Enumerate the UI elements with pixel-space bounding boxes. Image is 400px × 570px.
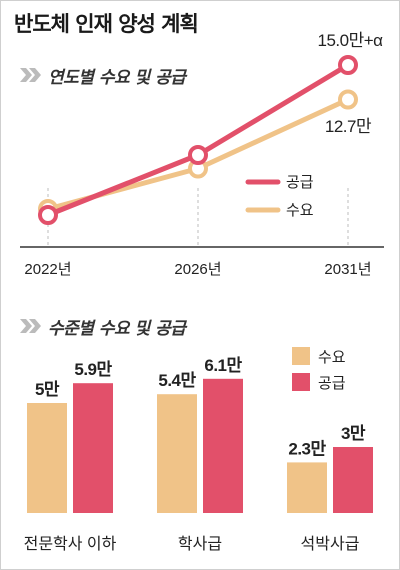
bar-demand bbox=[27, 403, 67, 513]
legend-label: 공급 bbox=[286, 174, 314, 191]
bar-supply bbox=[203, 378, 243, 513]
demand-end-label: 12.7만 bbox=[325, 117, 372, 136]
bar-value-label: 5.9만 bbox=[74, 360, 112, 379]
data-point-demand bbox=[338, 89, 358, 110]
data-point-supply bbox=[38, 205, 58, 225]
x-tick-label: 2022년 bbox=[24, 261, 71, 278]
bar-value-label: 5만 bbox=[35, 380, 60, 399]
legend-swatch bbox=[292, 347, 310, 365]
bar-demand bbox=[157, 394, 197, 513]
category-label: 학사급 bbox=[178, 535, 222, 553]
section-title-level: 수준별 수요 및 공급 bbox=[48, 319, 186, 339]
data-point-supply bbox=[338, 55, 358, 75]
data-point-supply bbox=[188, 145, 208, 165]
bar-value-label: 2.3만 bbox=[288, 439, 326, 458]
x-tick-label: 2026년 bbox=[174, 261, 221, 278]
category-label: 전문학사 이하 bbox=[24, 535, 117, 553]
legend-swatch bbox=[292, 373, 310, 391]
bar-demand bbox=[287, 462, 327, 513]
bar-value-label: 5.4만 bbox=[158, 371, 196, 390]
main-title: 반도체 인재 양성 계획 bbox=[14, 12, 199, 36]
category-label: 석박사급 bbox=[301, 535, 360, 553]
supply-end-label: 15.0만+α bbox=[318, 31, 384, 50]
bar-value-label: 3만 bbox=[341, 424, 366, 443]
legend-label: 수요 bbox=[286, 202, 314, 219]
bar-value-label: 6.1만 bbox=[204, 356, 242, 375]
section-title-yearly: 연도별 수요 및 공급 bbox=[48, 68, 186, 88]
bar-supply bbox=[333, 447, 373, 513]
bar-supply bbox=[73, 383, 113, 513]
legend-label: 공급 bbox=[318, 375, 346, 392]
legend-label: 수요 bbox=[318, 349, 346, 366]
x-tick-label: 2031년 bbox=[324, 261, 371, 278]
